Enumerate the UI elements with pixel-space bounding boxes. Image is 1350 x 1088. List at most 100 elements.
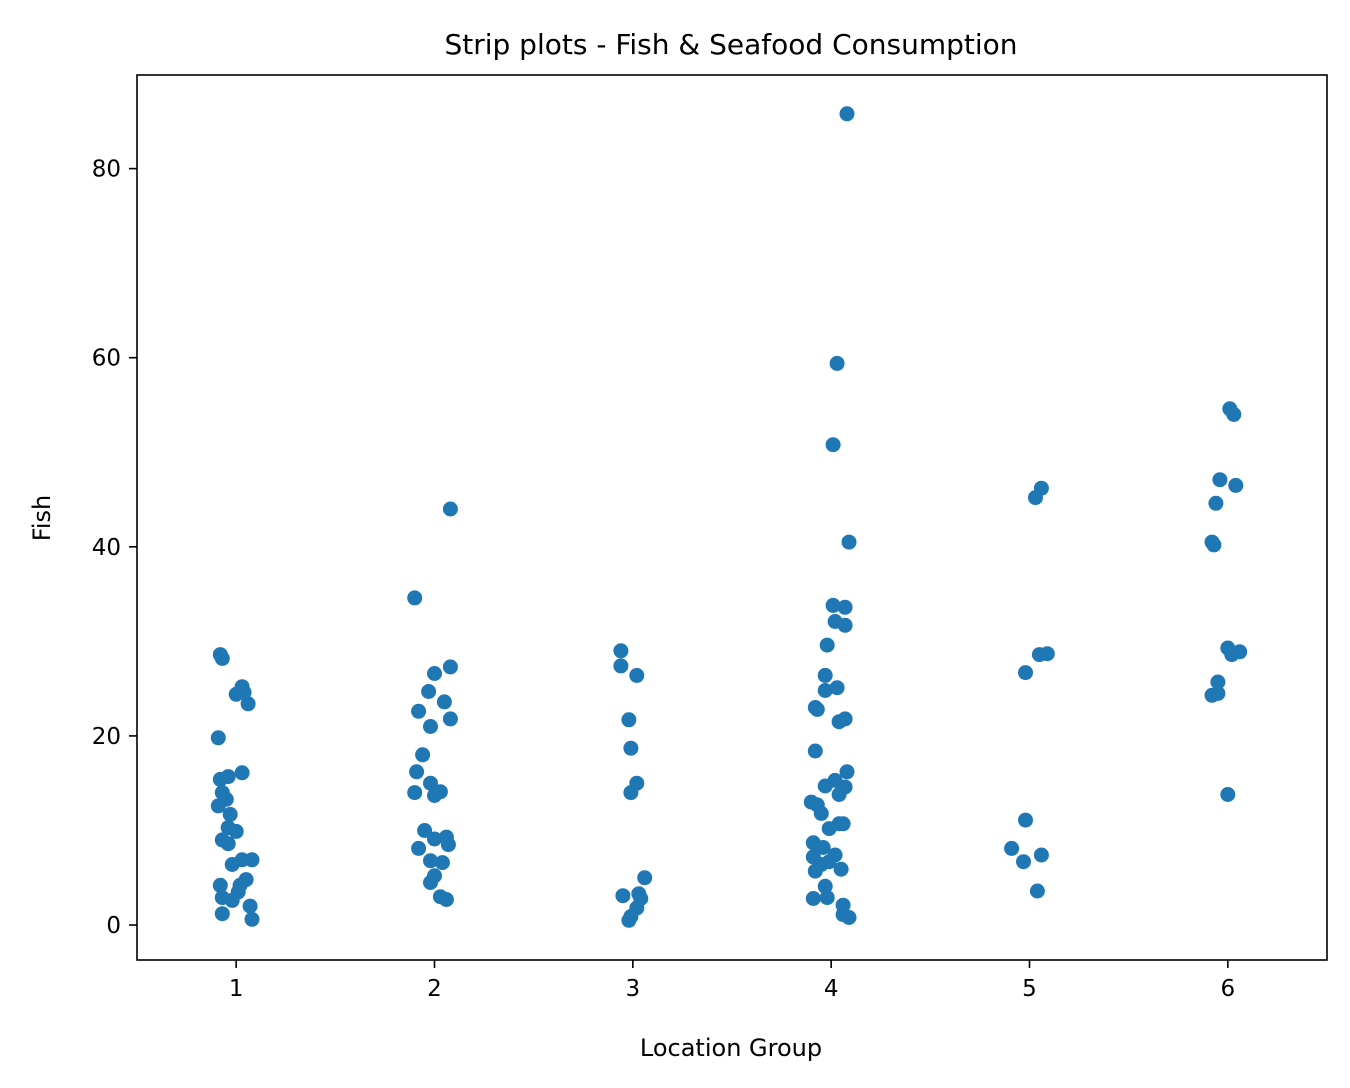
data-point-group-4-14 bbox=[809, 701, 825, 717]
data-point-group-2-8 bbox=[442, 711, 458, 727]
data-point-group-1-7 bbox=[210, 730, 226, 746]
data-point-group-2-22 bbox=[434, 855, 450, 871]
data-point-group-6-7 bbox=[1206, 537, 1222, 553]
data-point-group-2-2 bbox=[407, 590, 423, 606]
data-point-group-5-5 bbox=[1018, 665, 1033, 681]
data-point-group-1-21 bbox=[224, 857, 240, 872]
data-point-group-6-5 bbox=[1208, 495, 1224, 511]
data-point-group-5-4 bbox=[1031, 647, 1047, 663]
data-point-group-4-4 bbox=[841, 534, 857, 550]
data-point-group-1-8 bbox=[234, 765, 250, 781]
x-axis: 1 2 3 4 5 6 bbox=[229, 960, 1235, 1002]
data-point-group-4-9 bbox=[819, 637, 835, 653]
data-point-group-4-36 bbox=[833, 861, 849, 877]
data-point-group-2-15 bbox=[427, 788, 442, 803]
data-point-group-4-28 bbox=[821, 821, 837, 837]
x-tick-label-4: 4 bbox=[824, 976, 839, 1002]
data-point-group-1-30 bbox=[244, 911, 260, 927]
data-point-group-3-3 bbox=[629, 667, 645, 683]
data-point-group-4-30 bbox=[815, 840, 831, 855]
data-point-group-1-20 bbox=[244, 852, 260, 868]
data-point-group-2-9 bbox=[423, 719, 438, 734]
y-axis: 0 20 40 60 80 bbox=[92, 157, 137, 939]
y-tick-label-0: 0 bbox=[106, 913, 121, 939]
data-point-group-4-3 bbox=[825, 437, 841, 453]
data-point-group-3-10 bbox=[615, 888, 631, 904]
data-point-group-4-20 bbox=[817, 778, 833, 794]
data-point-group-4-37 bbox=[817, 878, 833, 894]
data-points bbox=[210, 106, 1248, 928]
data-point-group-5-8 bbox=[1033, 847, 1049, 863]
data-point-group-4-16 bbox=[831, 714, 847, 730]
data-point-group-2-16 bbox=[417, 823, 433, 838]
data-point-group-2-6 bbox=[436, 694, 452, 710]
data-point-group-4-17 bbox=[807, 743, 823, 759]
data-point-group-3-2 bbox=[613, 658, 629, 674]
data-point-group-1-6 bbox=[240, 696, 256, 712]
data-point-group-2-3 bbox=[442, 659, 458, 675]
data-point-group-2-5 bbox=[421, 684, 437, 699]
x-tick-label-2: 2 bbox=[427, 976, 442, 1002]
data-point-group-2-14 bbox=[407, 785, 423, 801]
data-point-group-3-7 bbox=[623, 785, 639, 801]
data-point-group-2-18 bbox=[427, 831, 442, 847]
data-point-group-6-14 bbox=[1220, 787, 1236, 802]
data-point-group-2-24 bbox=[423, 875, 438, 890]
data-point-group-1-10 bbox=[220, 769, 236, 785]
data-point-group-4-22 bbox=[831, 787, 847, 802]
y-axis-label: Fish bbox=[28, 495, 56, 541]
y-tick-label-40: 40 bbox=[92, 535, 121, 561]
data-point-group-4-5 bbox=[825, 597, 841, 613]
data-point-group-2-4 bbox=[427, 666, 442, 681]
data-point-group-5-6 bbox=[1018, 812, 1033, 828]
data-point-group-1-29 bbox=[214, 906, 230, 922]
x-tick-label-3: 3 bbox=[626, 976, 641, 1002]
data-point-group-3-8 bbox=[637, 870, 653, 886]
data-point-group-2-7 bbox=[411, 703, 427, 719]
x-tick-label-5: 5 bbox=[1022, 976, 1037, 1002]
data-point-group-4-27 bbox=[835, 816, 851, 832]
data-point-group-1-13 bbox=[210, 798, 226, 814]
x-axis-label: Location Group bbox=[640, 1034, 822, 1062]
data-point-group-4-35 bbox=[807, 863, 823, 879]
data-point-group-4-12 bbox=[829, 680, 845, 696]
data-point-group-6-2 bbox=[1226, 406, 1242, 422]
y-tick-label-60: 60 bbox=[92, 346, 121, 372]
data-point-group-4-42 bbox=[841, 910, 857, 925]
data-point-group-1-5 bbox=[236, 684, 252, 700]
data-point-group-4-8 bbox=[837, 617, 853, 633]
data-point-group-1-27 bbox=[224, 892, 240, 908]
data-point-group-1-2 bbox=[214, 650, 230, 666]
data-point-group-6-3 bbox=[1212, 472, 1228, 488]
data-point-group-2-21 bbox=[423, 853, 438, 869]
data-point-group-1-28 bbox=[242, 898, 258, 914]
data-point-group-2-19 bbox=[440, 837, 456, 853]
y-tick-label-20: 20 bbox=[92, 724, 121, 750]
data-point-group-4-1 bbox=[839, 106, 855, 122]
data-point-group-3-4 bbox=[621, 712, 637, 728]
data-point-group-5-9 bbox=[1016, 854, 1031, 870]
x-tick-label-1: 1 bbox=[229, 976, 244, 1002]
data-point-group-2-26 bbox=[438, 892, 454, 907]
data-point-group-5-7 bbox=[1004, 840, 1020, 856]
y-tick-label-80: 80 bbox=[92, 157, 121, 183]
data-point-group-4-2 bbox=[829, 355, 845, 371]
data-point-group-6-10 bbox=[1224, 647, 1240, 663]
data-point-group-5-10 bbox=[1029, 883, 1045, 899]
data-point-group-1-24 bbox=[212, 877, 228, 893]
data-point-group-3-1 bbox=[613, 643, 629, 659]
data-point-group-4-25 bbox=[813, 805, 829, 821]
data-point-group-6-11 bbox=[1210, 674, 1226, 690]
data-point-group-1-14 bbox=[222, 806, 238, 822]
data-point-group-4-38 bbox=[805, 891, 821, 906]
data-point-group-5-2 bbox=[1028, 490, 1043, 506]
data-point-group-1-16 bbox=[228, 823, 244, 839]
data-point-group-4-39 bbox=[819, 890, 835, 906]
data-point-group-4-6 bbox=[837, 599, 853, 615]
x-tick-label-6: 6 bbox=[1221, 976, 1236, 1002]
data-point-group-2-10 bbox=[415, 747, 431, 763]
data-point-group-2-1 bbox=[442, 501, 458, 517]
data-point-group-3-5 bbox=[623, 740, 639, 756]
data-point-group-6-4 bbox=[1228, 477, 1244, 493]
